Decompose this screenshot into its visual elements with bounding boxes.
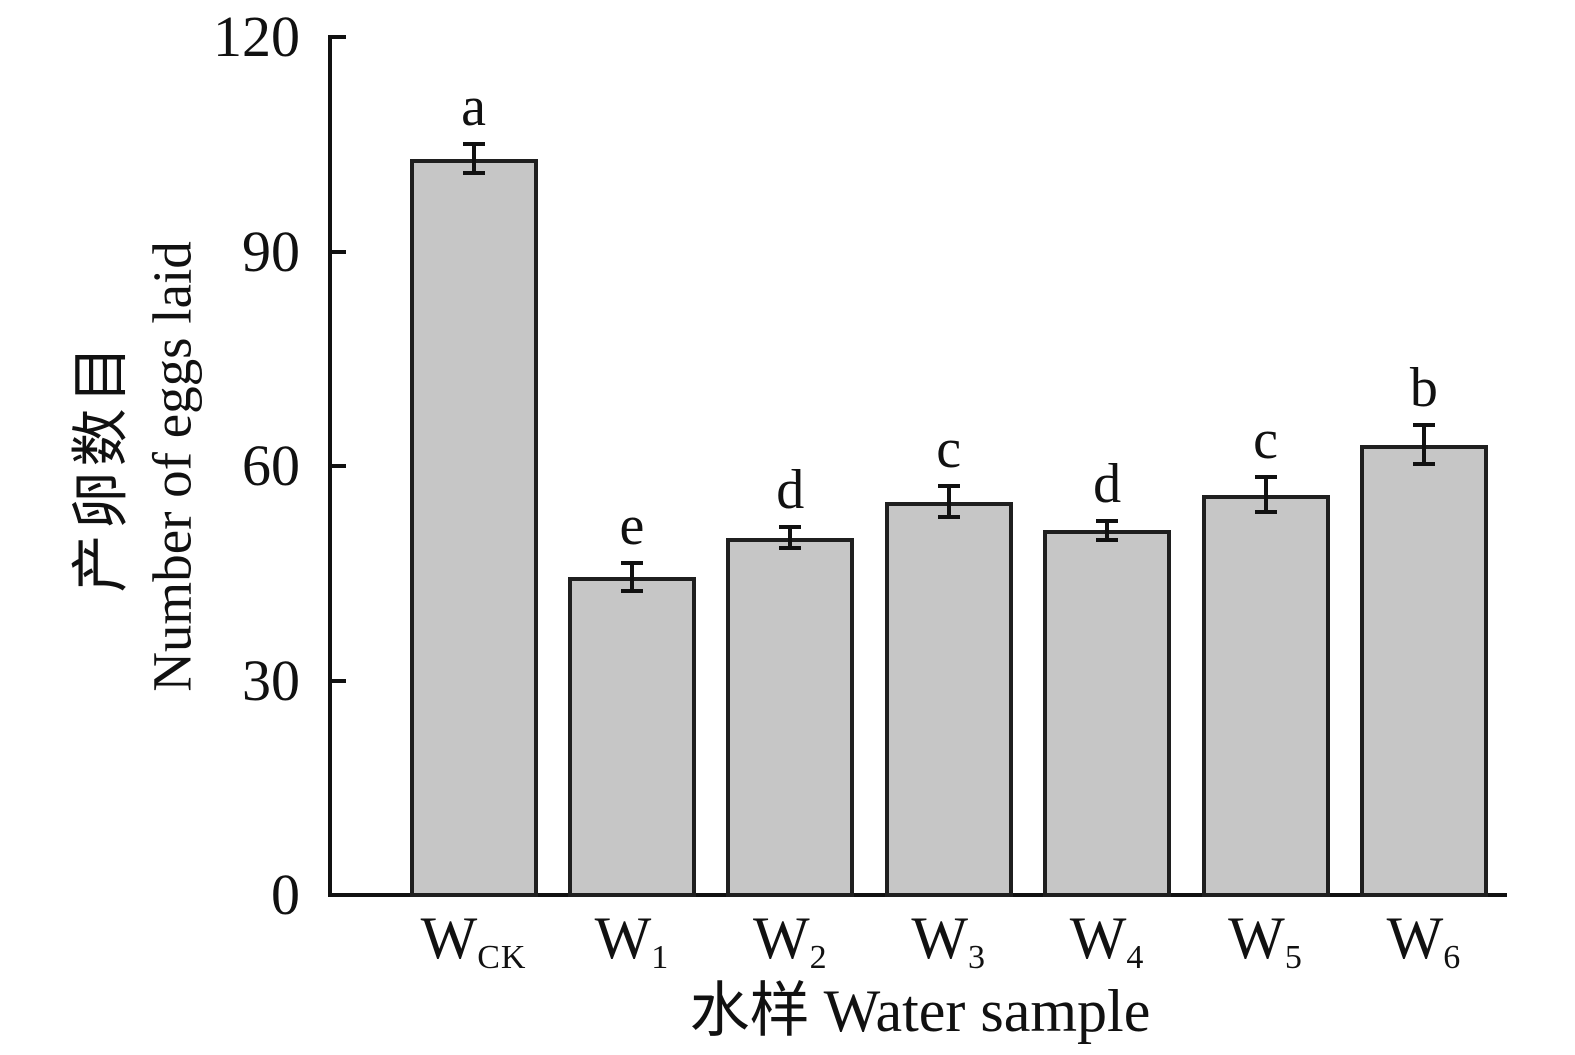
bar-W6 xyxy=(1359,444,1488,897)
y-tick-label: 0 xyxy=(271,862,300,927)
error-bar-cap-bottom xyxy=(937,515,960,520)
x-axis-title: 水样 Water sample xyxy=(520,974,1320,1048)
y-tick-mark xyxy=(332,35,346,39)
significance-letter: b xyxy=(1409,357,1438,420)
error-bar-line xyxy=(946,486,951,518)
x-axis-title-en: Water sample xyxy=(823,978,1151,1044)
error-bar-line xyxy=(788,527,793,548)
x-tick-label: W1 xyxy=(532,906,732,990)
error-bar-cap-top xyxy=(1096,519,1119,524)
error-bar-cap-top xyxy=(779,525,802,530)
significance-letter: d xyxy=(776,459,805,522)
x-tick-label-base: W xyxy=(420,905,478,971)
y-tick-mark xyxy=(332,249,346,254)
error-bar-cap-bottom xyxy=(779,545,802,550)
significance-letter: c xyxy=(936,418,962,481)
x-tick-label-subscript: 2 xyxy=(809,939,828,976)
y-tick-mark xyxy=(332,464,346,468)
error-bar-cap-top xyxy=(1412,423,1435,428)
error-bar-cap-top xyxy=(937,484,960,489)
bar-W2 xyxy=(726,537,855,897)
x-tick-label-base: W xyxy=(752,905,810,971)
x-tick-label-base: W xyxy=(1069,905,1127,971)
error-bar-line xyxy=(471,144,476,173)
error-bar-cap-bottom xyxy=(1412,461,1435,466)
bar-W4 xyxy=(1043,530,1172,897)
x-tick-label-base: W xyxy=(594,905,652,971)
significance-letter: c xyxy=(1253,409,1278,472)
bar-W5 xyxy=(1201,494,1330,897)
bar-W3 xyxy=(884,501,1013,897)
error-bar-cap-top xyxy=(620,560,643,565)
x-tick-label: W2 xyxy=(690,906,890,990)
error-bar-cap-top xyxy=(462,142,485,147)
y-tick-mark xyxy=(332,893,346,897)
x-tick-label: W4 xyxy=(1007,906,1207,990)
x-tick-label: W3 xyxy=(849,906,1049,990)
error-bar-cap-bottom xyxy=(1096,537,1119,542)
y-tick-label: 60 xyxy=(242,433,300,498)
y-tick-label: 90 xyxy=(242,218,300,284)
error-bar-line xyxy=(629,562,634,592)
error-bar-line xyxy=(1421,425,1426,464)
y-axis-line xyxy=(328,35,332,897)
y-tick-mark xyxy=(332,678,346,683)
x-tick-label: W5 xyxy=(1166,906,1366,990)
y-tick-label: 30 xyxy=(242,647,300,713)
error-bar-cap-bottom xyxy=(620,589,643,594)
x-tick-label-base: W xyxy=(1228,905,1285,971)
error-bar-line xyxy=(1263,477,1268,512)
x-axis-title-zh: 水样 xyxy=(689,978,810,1044)
significance-letter: a xyxy=(461,76,486,139)
significance-letter: d xyxy=(1093,453,1122,516)
x-tick-label-subscript: 3 xyxy=(968,939,986,976)
x-tick-label-base: W xyxy=(911,905,968,971)
x-tick-label-subscript: 5 xyxy=(1284,939,1303,976)
x-tick-label-subscript: 6 xyxy=(1443,939,1462,976)
x-tick-label-subscript: 1 xyxy=(651,939,670,976)
x-tick-label-base: W xyxy=(1386,905,1444,971)
x-tick-label-subscript: CK xyxy=(477,939,527,976)
bar-WCK xyxy=(409,158,538,897)
x-tick-label: WCK xyxy=(374,906,574,990)
error-bar-cap-top xyxy=(1254,475,1277,480)
x-tick-label: W6 xyxy=(1324,906,1524,990)
significance-letter: e xyxy=(619,494,645,557)
error-bar-line xyxy=(1105,521,1110,540)
y-tick-label: 120 xyxy=(213,4,300,69)
bar-W1 xyxy=(567,576,696,897)
error-bar-cap-bottom xyxy=(462,170,485,175)
x-tick-label-subscript: 4 xyxy=(1126,939,1145,976)
error-bar-cap-bottom xyxy=(1254,509,1277,514)
